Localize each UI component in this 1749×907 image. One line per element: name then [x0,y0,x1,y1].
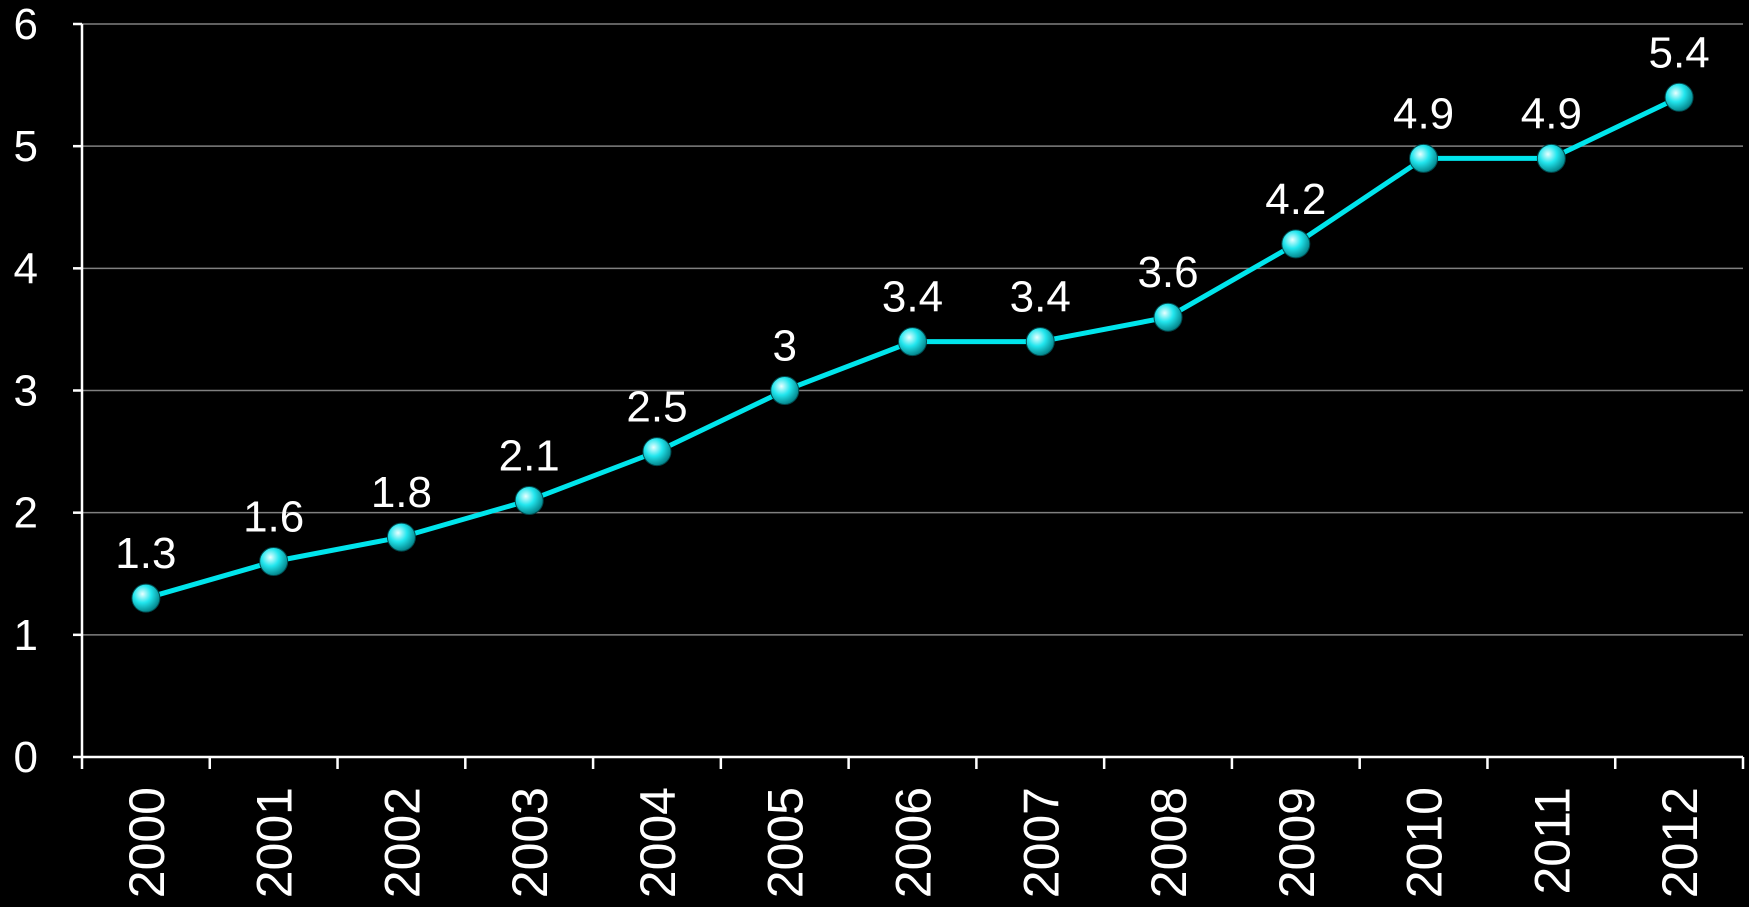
data-label: 4.2 [1265,175,1326,224]
data-point [1282,230,1310,258]
data-labels: 1.3 1.6 1.8 2.1 2.5 3 3.4 3.4 3.6 4.2 4.9 4.9 5.4 [115,28,1709,578]
axes [73,24,1743,769]
x-tick-label: 2003 [502,787,558,898]
data-label: 2.1 [499,431,560,480]
x-tick-label: 2007 [1013,787,1069,898]
data-label: 3 [772,322,796,371]
data-point [899,328,927,356]
x-tick-label: 2006 [886,787,942,898]
data-label: 2.5 [626,383,687,432]
data-label: 4.9 [1393,89,1454,138]
series-markers [132,83,1693,612]
data-point [643,438,671,466]
data-label: 5.4 [1649,28,1710,77]
data-label: 1.8 [371,468,432,517]
y-tick-label: 3 [14,367,38,416]
x-axis-tick-labels: 2000 2001 2002 2003 2004 2005 2006 2007 2008 2009… [119,787,1708,898]
x-tick-label: 2011 [1524,787,1580,895]
data-label: 3.6 [1137,248,1198,297]
y-tick-label: 1 [14,611,38,660]
x-tick-label: 2001 [247,787,303,898]
y-tick-label: 6 [14,0,38,49]
x-tick-label: 2004 [630,787,686,898]
y-axis-tick-labels: 0 1 2 3 4 5 6 [14,0,38,782]
x-tick-label: 2005 [758,787,814,898]
data-point [1410,144,1438,172]
x-tick-label: 2012 [1652,787,1708,898]
data-point [387,523,415,551]
data-label: 1.3 [115,529,176,578]
x-tick-label: 2000 [119,787,175,898]
x-tick-label: 2008 [1141,787,1197,898]
x-tick-label: 2009 [1269,787,1325,898]
y-tick-label: 5 [14,122,38,171]
data-label: 3.4 [1010,273,1071,322]
x-tick-label: 2010 [1397,787,1453,898]
data-point [1154,303,1182,331]
y-tick-label: 0 [14,733,38,782]
data-label: 4.9 [1521,89,1582,138]
data-label: 3.4 [882,273,943,322]
data-point [515,486,543,514]
data-point [132,584,160,612]
data-point [260,548,288,576]
data-point [1537,144,1565,172]
data-point [1026,328,1054,356]
y-tick-label: 4 [14,244,38,293]
data-label: 1.6 [243,493,304,542]
data-point [771,377,799,405]
data-point [1665,83,1693,111]
y-tick-label: 2 [14,489,38,538]
x-tick-label: 2002 [374,787,430,898]
